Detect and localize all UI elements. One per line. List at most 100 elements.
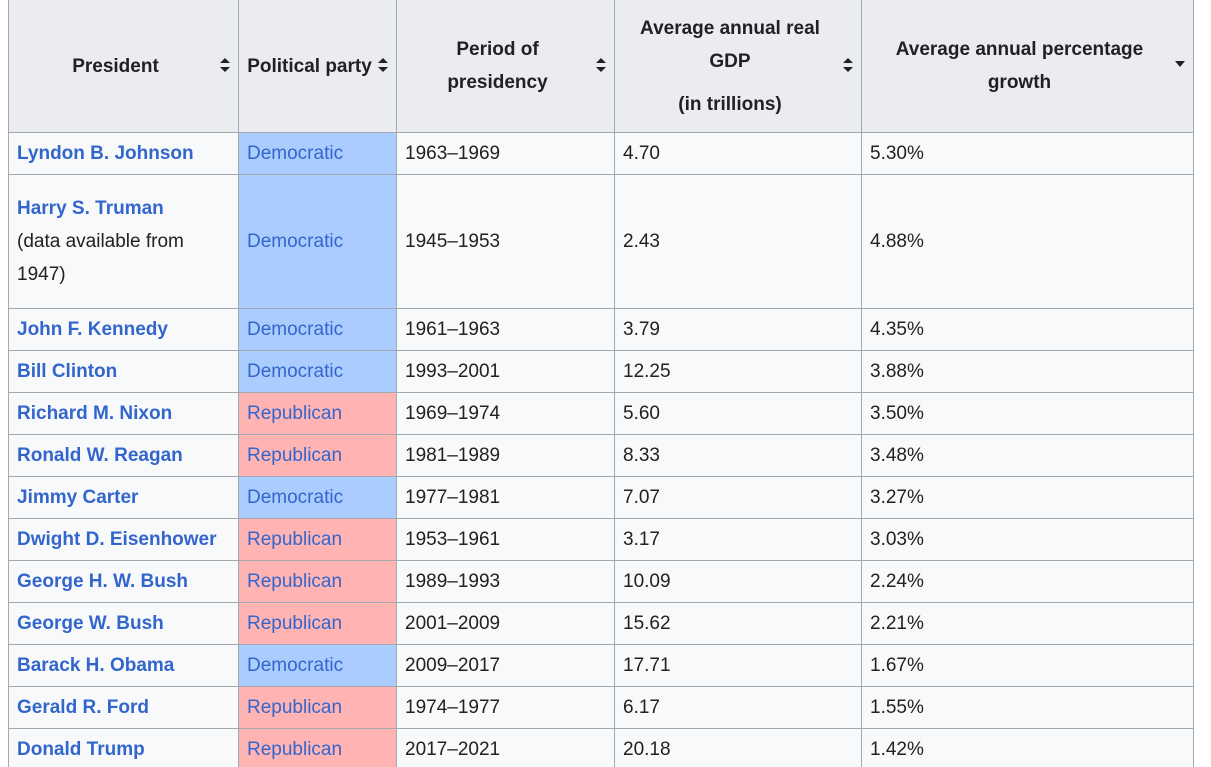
table-row: Jimmy Carter Democratic 1977–1981 7.07 3.27% [8,476,1194,519]
gdp-cell: 8.33 [614,434,862,477]
president-link[interactable]: Ronald W. Reagan [17,444,183,466]
growth-cell: 4.88% [861,174,1194,309]
column-header-president[interactable]: President [8,0,239,133]
period-cell: 1981–1989 [396,434,615,477]
president-cell: Harry S. Truman (data available from 1947… [8,174,239,309]
growth-cell: 1.42% [861,728,1194,767]
table-row: Ronald W. Reagan Republican 1981–1989 8.33 3… [8,434,1194,477]
table-row: John F. Kennedy Democratic 1961–1963 3.79 4.… [8,308,1194,351]
party-link[interactable]: Democratic [247,142,344,164]
party-cell: Republican [238,392,397,435]
party-link[interactable]: Democratic [247,654,344,676]
column-header-label: Political party [247,55,372,77]
party-link[interactable]: Republican [247,402,343,424]
sort-descending-icon[interactable] [1175,61,1185,75]
column-header-growth[interactable]: Average annual percentage growth [861,0,1194,133]
president-link[interactable]: Gerald R. Ford [17,696,149,718]
period-cell: 1963–1969 [396,132,615,175]
growth-cell: 5.30% [861,132,1194,175]
president-link[interactable]: Barack H. Obama [17,654,175,676]
president-cell: Richard M. Nixon [8,392,239,435]
president-link[interactable]: George H. W. Bush [17,570,189,592]
period-cell: 1977–1981 [396,476,615,519]
column-header-unit: (in trillions) [678,93,782,115]
period-cell: 1953–1961 [396,518,615,561]
party-link[interactable]: Republican [247,612,343,634]
party-link[interactable]: Democratic [247,230,344,252]
gdp-cell: 2.43 [614,174,862,309]
column-header-label: Average annual percentage growth [895,39,1144,93]
party-cell: Republican [238,602,397,645]
party-link[interactable]: Democratic [247,486,344,508]
party-link[interactable]: Republican [247,696,343,718]
column-header-label-line1: Average annual real [640,17,820,39]
sort-both-icon[interactable] [596,58,606,72]
growth-cell: 3.27% [861,476,1194,519]
growth-cell: 3.88% [861,350,1194,393]
gdp-cell: 17.71 [614,644,862,687]
party-link[interactable]: Republican [247,444,343,466]
party-link[interactable]: Democratic [247,360,344,382]
table-row: George W. Bush Republican 2001–2009 15.62 2.… [8,602,1194,645]
president-note: (data available from 1947) [17,231,184,285]
president-link[interactable]: George W. Bush [17,612,164,634]
column-header-gdp[interactable]: Average annual real GDP (in trillions) [614,0,862,133]
period-cell: 1961–1963 [396,308,615,351]
president-link[interactable]: Jimmy Carter [17,486,139,508]
president-cell: Dwight D. Eisenhower [8,518,239,561]
gdp-cell: 4.70 [614,132,862,175]
president-cell: Barack H. Obama [8,644,239,687]
gdp-cell: 3.79 [614,308,862,351]
party-link[interactable]: Republican [247,738,343,760]
sort-both-icon[interactable] [220,58,230,72]
growth-cell: 3.48% [861,434,1194,477]
party-link[interactable]: Republican [247,528,343,550]
gdp-cell: 3.17 [614,518,862,561]
column-header-party[interactable]: Political party [238,0,397,133]
president-cell: George W. Bush [8,602,239,645]
president-link[interactable]: Dwight D. Eisenhower [17,528,217,550]
party-cell: Democratic [238,476,397,519]
period-cell: 2009–2017 [396,644,615,687]
party-link[interactable]: Republican [247,570,343,592]
president-cell: John F. Kennedy [8,308,239,351]
table-body: Lyndon B. Johnson Democratic 1963–1969 4.70… [8,132,1194,767]
period-cell: 2001–2009 [396,602,615,645]
president-cell: Gerald R. Ford [8,686,239,729]
growth-cell: 3.03% [861,518,1194,561]
gdp-cell: 12.25 [614,350,862,393]
growth-cell: 2.21% [861,602,1194,645]
table-row: Barack H. Obama Democratic 2009–2017 17.71 1… [8,644,1194,687]
party-cell: Democratic [238,308,397,351]
gdp-cell: 7.07 [614,476,862,519]
sort-both-icon[interactable] [378,58,388,72]
growth-cell: 2.24% [861,560,1194,603]
table-row: Gerald R. Ford Republican 1974–1977 6.17 1.5… [8,686,1194,729]
party-cell: Republican [238,560,397,603]
party-link[interactable]: Democratic [247,318,344,340]
table-row: Lyndon B. Johnson Democratic 1963–1969 4.70… [8,132,1194,175]
party-cell: Democratic [238,644,397,687]
gdp-cell: 5.60 [614,392,862,435]
growth-cell: 1.67% [861,644,1194,687]
gdp-cell: 15.62 [614,602,862,645]
gdp-cell: 10.09 [614,560,862,603]
gdp-by-president-table: President Political party Period of pres… [8,0,1194,767]
table-row: Bill Clinton Democratic 1993–2001 12.25 3.88… [8,350,1194,393]
president-cell: Bill Clinton [8,350,239,393]
growth-cell: 3.50% [861,392,1194,435]
sort-both-icon[interactable] [843,58,853,72]
column-header-period[interactable]: Period of presidency [396,0,615,133]
table-row: Harry S. Truman (data available from 1947… [8,174,1194,309]
column-header-label: President [72,55,159,77]
president-link[interactable]: John F. Kennedy [17,318,168,340]
president-link[interactable]: Lyndon B. Johnson [17,142,194,164]
gdp-cell: 6.17 [614,686,862,729]
president-link[interactable]: Donald Trump [17,738,145,760]
president-link[interactable]: Harry S. Truman [17,198,164,219]
president-link[interactable]: Bill Clinton [17,360,118,382]
period-cell: 1989–1993 [396,560,615,603]
president-link[interactable]: Richard M. Nixon [17,402,173,424]
growth-cell: 1.55% [861,686,1194,729]
